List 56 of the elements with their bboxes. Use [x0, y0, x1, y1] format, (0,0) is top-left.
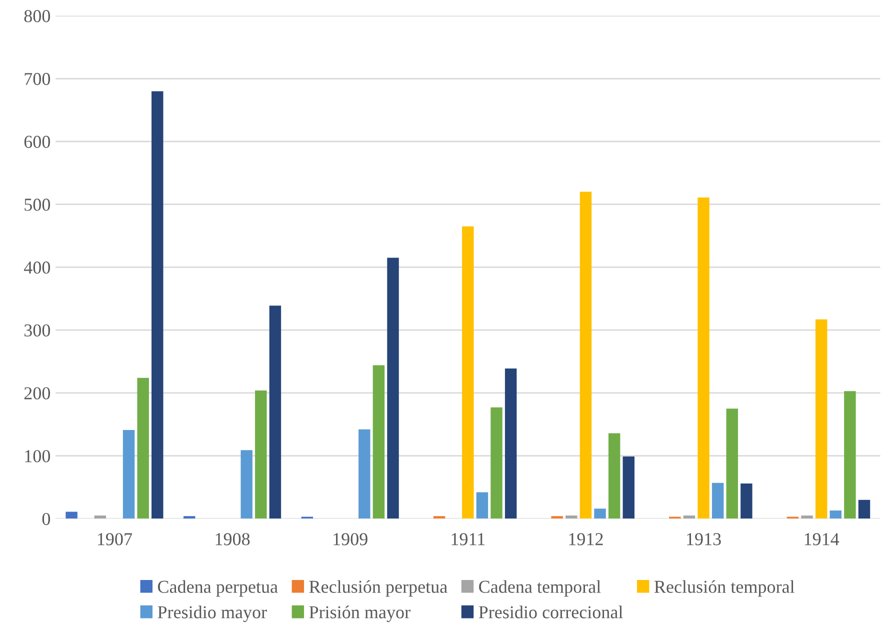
legend-label: Cadena temporal	[479, 580, 601, 597]
bar	[152, 91, 164, 519]
bar	[726, 408, 738, 519]
y-tick-label: 800	[24, 10, 50, 22]
bar	[844, 391, 856, 519]
y-tick-label: 0	[42, 512, 50, 526]
bar	[815, 319, 828, 519]
legend-label: Presidio correcional	[478, 606, 623, 618]
bar	[387, 258, 399, 519]
legend-label: Cadena perpetua	[158, 580, 278, 597]
bar	[608, 433, 620, 519]
bar	[240, 450, 252, 519]
y-tick-label: 100	[25, 450, 50, 462]
bar	[580, 192, 592, 519]
bar	[801, 516, 813, 519]
bar	[551, 516, 563, 519]
x-tick-label: 1908	[216, 533, 250, 546]
bar	[269, 306, 282, 519]
y-tick-label: 500	[24, 198, 50, 211]
y-tick-label: 700	[24, 72, 50, 86]
legend-label: Prisión mayor	[309, 606, 410, 622]
x-tick-label: 1913	[687, 533, 721, 546]
bar	[594, 508, 606, 519]
bar	[137, 378, 149, 519]
bar	[858, 500, 870, 519]
x-tick-label: 1911	[452, 533, 485, 546]
legend-label: Reclusión temporal	[654, 580, 794, 597]
y-tick-label: 600	[24, 136, 50, 148]
y-tick-label: 200	[24, 387, 50, 400]
bar	[66, 512, 78, 519]
legend-label: Reclusión perpetua	[309, 580, 448, 597]
bar	[504, 368, 517, 519]
bar	[358, 429, 370, 519]
bar	[740, 483, 752, 519]
bar	[683, 516, 696, 519]
legend-label: Presidio mayor	[158, 606, 267, 622]
x-tick-label: 1912	[569, 533, 603, 546]
bar	[184, 516, 196, 519]
x-tick-label: 1909	[334, 533, 368, 546]
bar	[566, 516, 578, 519]
y-tick-label: 400	[24, 261, 50, 274]
bar	[94, 516, 106, 519]
x-tick-label: 1914	[804, 533, 840, 546]
bar	[372, 365, 385, 519]
bar	[830, 510, 842, 519]
bar	[490, 407, 502, 519]
bar	[433, 516, 446, 519]
x-tick-label: 1907	[98, 533, 132, 546]
bar	[698, 197, 710, 519]
bar	[255, 390, 267, 519]
y-tick-label: 300	[24, 324, 50, 337]
bar	[476, 492, 488, 519]
bar	[712, 482, 724, 519]
bar	[622, 456, 634, 519]
bar	[122, 430, 135, 519]
bar	[462, 226, 474, 519]
